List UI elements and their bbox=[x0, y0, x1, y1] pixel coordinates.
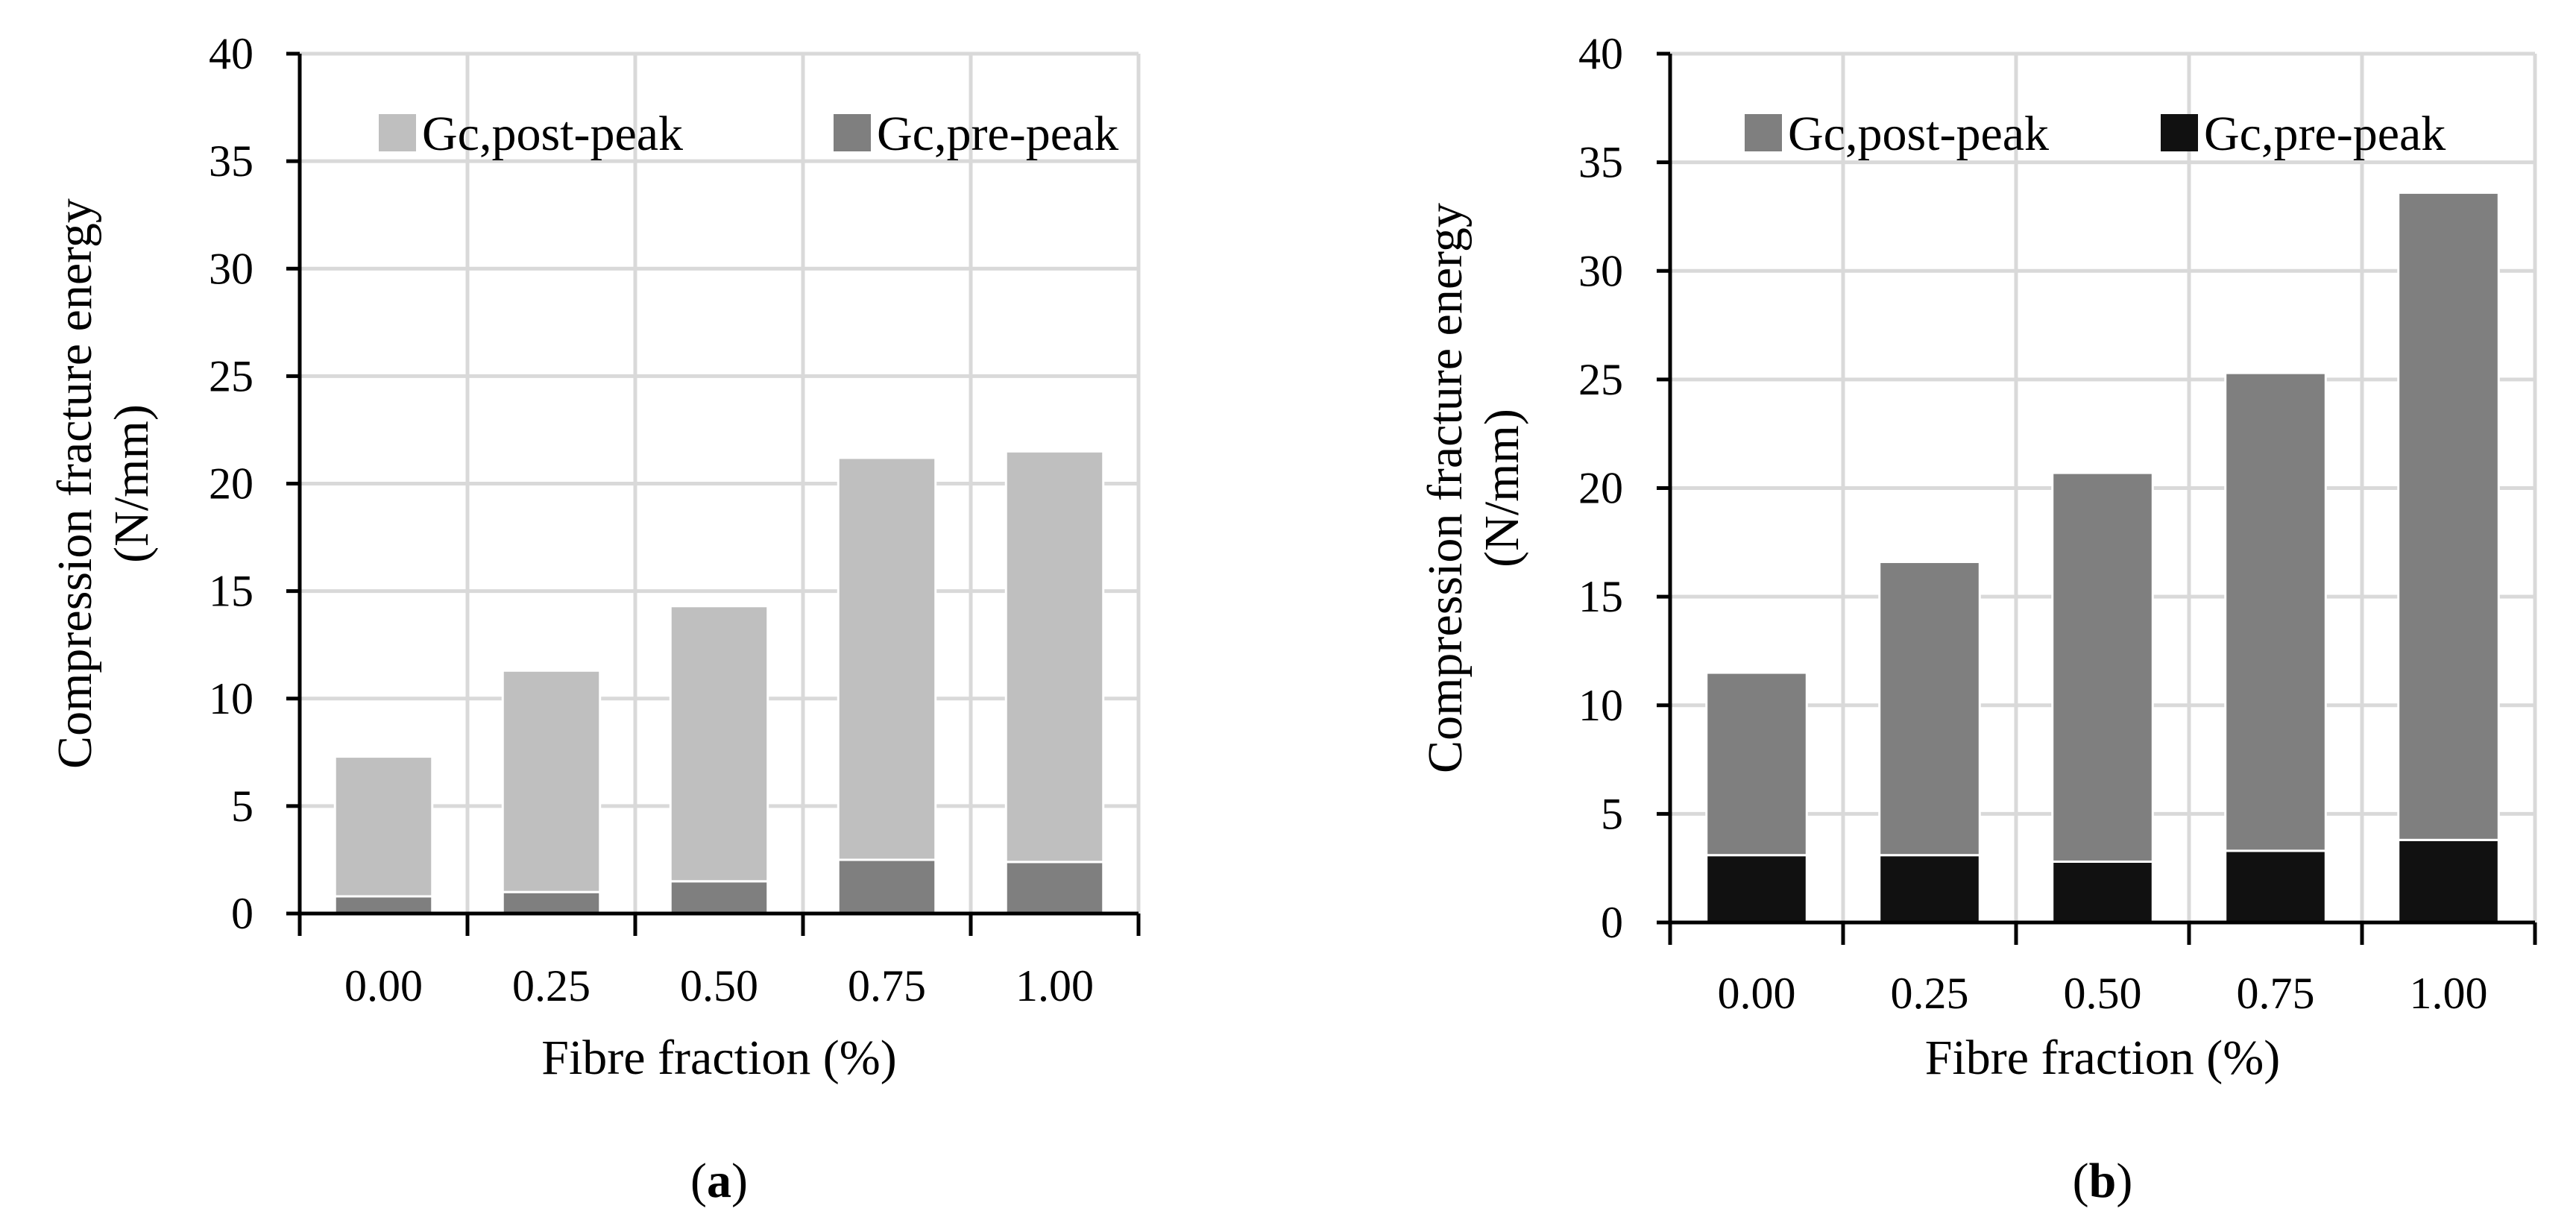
bar-gc-pre-peak-0 bbox=[1705, 854, 1808, 924]
x-tick-label: 0.50 bbox=[2064, 969, 2142, 1018]
x-axis-title: Fibre fraction (%) bbox=[541, 1031, 896, 1085]
bar-gc-post-peak-2 bbox=[2051, 471, 2154, 863]
panel-label-open-paren: ( bbox=[690, 1154, 707, 1208]
chart-panel-b: 0 5 10 15 20 25 30 35 40 0.00 0.25 0.50 0.75 1.00 Fibr… bbox=[1418, 29, 2537, 1208]
x-tick-label: 0.25 bbox=[1891, 969, 1969, 1018]
y-tick-label: 0 bbox=[1601, 898, 1623, 947]
x-tick-label: 0.75 bbox=[848, 961, 926, 1010]
legend-swatch bbox=[2161, 114, 2198, 151]
bar-gc-post-peak-3 bbox=[2224, 371, 2327, 852]
panel-label-open-paren: ( bbox=[2073, 1154, 2089, 1208]
bar-gc-pre-peak-2 bbox=[669, 880, 769, 915]
y-tick-label: 5 bbox=[231, 782, 253, 831]
bar-gc-pre-peak-3 bbox=[2224, 849, 2327, 924]
panel-label: (a) bbox=[690, 1154, 748, 1208]
y-axis-title-line1: Compression fracture energy bbox=[1418, 203, 1473, 773]
panel-label-letter: a bbox=[707, 1154, 731, 1208]
bar-gc-post-peak-0 bbox=[1705, 671, 1808, 857]
bar-gc-pre-peak-0 bbox=[333, 895, 434, 915]
legend: Gc,post-peak Gc,pre-peak bbox=[379, 107, 1118, 161]
bar-gc-pre-peak-4 bbox=[2397, 838, 2500, 924]
y-tick-label: 20 bbox=[1578, 464, 1623, 513]
bar-gc-pre-peak-2 bbox=[2051, 860, 2154, 924]
y-tick-label: 40 bbox=[209, 29, 253, 78]
bar-gc-pre-peak-3 bbox=[837, 858, 937, 915]
x-tick-label: 0.00 bbox=[1718, 969, 1796, 1018]
y-tick-label: 0 bbox=[231, 889, 253, 938]
x-tick-label: 0.75 bbox=[2237, 969, 2315, 1018]
bar-gc-pre-peak-4 bbox=[1004, 861, 1105, 915]
bar-gc-post-peak-0 bbox=[333, 755, 434, 898]
x-tick-label: 0.25 bbox=[512, 961, 591, 1010]
legend-label: Gc,post-peak bbox=[422, 107, 683, 161]
bar-gc-pre-peak-1 bbox=[1878, 854, 1981, 924]
x-tick-label: 0.50 bbox=[680, 961, 758, 1010]
y-tick-label: 20 bbox=[209, 459, 253, 509]
y-tick-label: 10 bbox=[1578, 681, 1623, 730]
panel-label: (b) bbox=[2073, 1154, 2133, 1208]
legend-label: Gc,pre-peak bbox=[877, 107, 1118, 161]
legend-label: Gc,post-peak bbox=[1788, 107, 2049, 161]
y-tick-label: 15 bbox=[1578, 572, 1623, 621]
y-tick-label: 25 bbox=[209, 351, 253, 400]
bar-gc-post-peak-4 bbox=[2397, 191, 2500, 841]
bar-gc-post-peak-3 bbox=[837, 456, 937, 861]
y-tick-label: 30 bbox=[209, 244, 253, 293]
y-tick-label: 30 bbox=[1578, 246, 1623, 295]
bar-gc-post-peak-2 bbox=[669, 605, 769, 883]
y-tick-label: 40 bbox=[1578, 29, 1623, 78]
y-tick-label: 25 bbox=[1578, 355, 1623, 404]
y-tick-label: 5 bbox=[1601, 789, 1623, 838]
legend-swatch bbox=[1745, 114, 1782, 151]
panel-label-letter: b bbox=[2089, 1154, 2117, 1208]
y-axis-title-line2: (N/mm) bbox=[1475, 409, 1529, 568]
y-tick-label: 15 bbox=[209, 567, 253, 616]
x-tick-label: 1.00 bbox=[2410, 969, 2488, 1018]
bar-gc-post-peak-4 bbox=[1004, 450, 1105, 864]
bar-gc-post-peak-1 bbox=[1878, 561, 1981, 857]
y-axis-title-line1: Compression fracture energy bbox=[48, 198, 102, 769]
y-axis-title-line2: (N/mm) bbox=[104, 404, 159, 563]
chart-panel-a: 0 5 10 15 20 25 30 35 40 0.00 0.25 0.50 0.75 1.00 Fibr… bbox=[48, 29, 1141, 1208]
x-tick-label: 0.00 bbox=[344, 961, 423, 1010]
y-tick-label: 35 bbox=[209, 136, 253, 186]
y-tick-label: 35 bbox=[1578, 138, 1623, 187]
legend-label: Gc,pre-peak bbox=[2204, 107, 2446, 161]
legend: Gc,post-peak Gc,pre-peak bbox=[1745, 107, 2446, 161]
x-axis-title: Fibre fraction (%) bbox=[1925, 1031, 2280, 1085]
x-tick-label: 1.00 bbox=[1015, 961, 1094, 1010]
panel-label-close-paren: ) bbox=[731, 1154, 748, 1208]
y-tick-label: 10 bbox=[209, 674, 253, 723]
panel-label-close-paren: ) bbox=[2116, 1154, 2132, 1208]
bar-gc-pre-peak-1 bbox=[501, 890, 602, 915]
legend-swatch bbox=[379, 114, 416, 151]
bar-gc-post-peak-1 bbox=[501, 669, 602, 893]
legend-swatch bbox=[834, 114, 871, 151]
